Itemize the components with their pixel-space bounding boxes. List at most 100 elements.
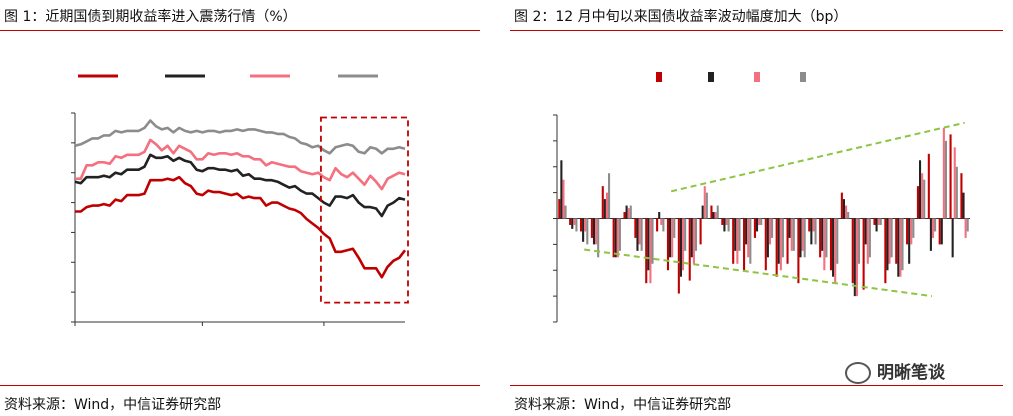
legend-swatch-10y <box>800 72 806 82</box>
trend-line-lower <box>584 248 933 298</box>
bar-5y <box>899 218 902 277</box>
right-chart-title: 图 2：12 月中旬以来国债收益率波动幅度加大（bp） <box>514 9 848 25</box>
series-line-3y <box>74 153 406 218</box>
bar-3y <box>842 199 846 219</box>
bar-3y <box>810 218 813 245</box>
bar-1y <box>753 218 756 238</box>
bar-1y <box>558 199 561 219</box>
series-line-5y <box>75 138 406 191</box>
bar-5y <box>703 186 706 219</box>
bar-3y <box>766 218 769 258</box>
bar-1y <box>666 218 670 271</box>
bar-3y <box>886 218 889 271</box>
bar-3y <box>951 218 954 258</box>
title-rule <box>0 30 480 31</box>
bar-1y <box>601 186 604 219</box>
bar-10y <box>934 218 937 232</box>
bar-10y <box>629 205 632 219</box>
bar-1y <box>873 218 876 225</box>
bar-1y <box>960 173 963 219</box>
bar-1y <box>906 218 909 245</box>
bar-10y <box>847 212 850 219</box>
left-chart-title: 图 1：近期国债到期收益率进入震荡行情（%） <box>4 9 297 25</box>
bar-3y <box>636 218 639 251</box>
bar-5y <box>855 218 858 297</box>
bar-5y <box>747 218 750 258</box>
bar-10y <box>912 218 915 238</box>
bar-3y <box>690 218 693 258</box>
bar-10y <box>608 173 611 219</box>
legend-swatch-5y <box>754 72 760 82</box>
bar-5y <box>910 218 913 245</box>
bar-10y <box>716 205 719 219</box>
bar-5y <box>921 173 924 219</box>
bar-10y <box>564 205 567 219</box>
bar-3y <box>929 218 932 251</box>
bar-3y <box>745 218 748 245</box>
bar-5y <box>692 218 695 264</box>
bar-5y <box>953 147 956 219</box>
bar-1y <box>797 218 800 284</box>
bar-1y <box>949 134 952 219</box>
bar-10y <box>586 218 589 245</box>
bar-10y <box>879 218 882 225</box>
legend-swatch-1y <box>656 72 662 82</box>
bar-10y <box>738 218 741 251</box>
bar-5y <box>638 218 641 245</box>
watermark: 明晰笔谈 <box>845 358 945 384</box>
right-source-note: 资料来源：Wind，中信证券研究部 <box>514 397 732 413</box>
bar-5y <box>866 218 869 264</box>
bar-5y <box>671 218 674 258</box>
bar-3y <box>560 160 563 219</box>
bar-3y <box>625 205 628 219</box>
bar-5y <box>823 218 826 271</box>
bar-10y <box>705 192 708 219</box>
bar-5y <box>877 218 880 225</box>
bar-1y <box>829 218 833 271</box>
bar-5y <box>714 212 717 219</box>
bar-1y <box>808 218 811 232</box>
bar-3y <box>603 199 606 219</box>
watermark-text: 明晰笔谈 <box>877 363 945 383</box>
bar-1y <box>916 186 919 219</box>
wechat-icon <box>845 362 871 384</box>
bar-10y <box>575 218 578 232</box>
bar-1y <box>775 218 778 277</box>
bar-3y <box>908 218 911 264</box>
bar-3y <box>799 218 802 258</box>
bar-5y <box>812 218 815 232</box>
bar-3y <box>832 218 835 277</box>
bar-5y <box>573 218 576 225</box>
bar-3y <box>582 218 585 242</box>
bar-10y <box>803 218 806 258</box>
bar-1y <box>743 218 746 271</box>
bar-3y <box>777 218 780 264</box>
source-rule <box>510 385 1003 386</box>
bar-1y <box>699 218 702 245</box>
bar-5y <box>790 218 793 251</box>
bar-5y <box>801 218 804 251</box>
bar-10y <box>771 218 774 238</box>
highlight-box <box>320 116 409 304</box>
bar-5y <box>605 192 608 219</box>
bar-5y <box>888 218 891 264</box>
bar-5y <box>649 218 652 284</box>
trend-line-upper <box>670 121 965 193</box>
bar-10y <box>597 218 600 258</box>
bar-3y <box>571 218 574 229</box>
bar-1y <box>764 218 767 271</box>
bar-1y <box>645 218 648 284</box>
bar-3y <box>940 218 943 245</box>
bar-10y <box>814 218 817 245</box>
bar-5y <box>725 218 728 225</box>
bar-5y <box>616 218 619 258</box>
bar-5y <box>964 218 967 238</box>
series-line-10y <box>74 119 406 155</box>
bar-1y <box>851 218 854 284</box>
bar-1y <box>895 218 898 264</box>
bar-3y <box>658 212 661 219</box>
bar-3y <box>821 218 824 251</box>
bar-10y <box>966 218 969 232</box>
bar-10y <box>727 218 730 232</box>
bar-10y <box>792 218 795 251</box>
